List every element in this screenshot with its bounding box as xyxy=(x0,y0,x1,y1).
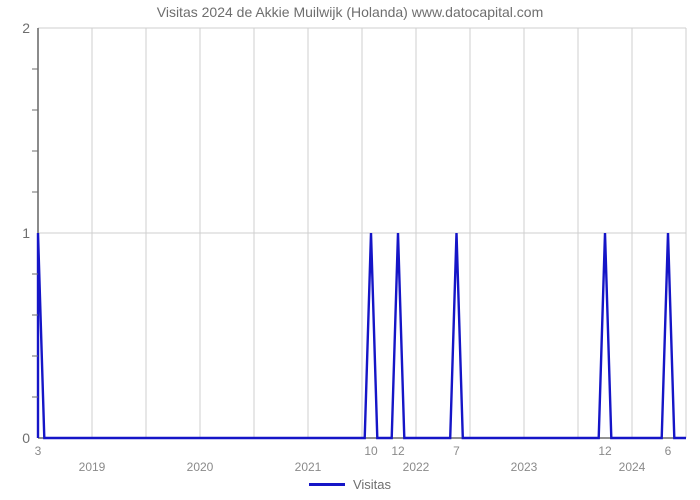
y-minor-tick xyxy=(32,356,38,357)
y-minor-tick xyxy=(32,192,38,193)
plot-area: 012201920202021202220232024310127126 xyxy=(38,28,686,438)
y-minor-tick xyxy=(32,151,38,152)
spike-value-label: 7 xyxy=(453,444,460,458)
visits-chart: Visitas 2024 de Akkie Muilwijk (Holanda)… xyxy=(0,0,700,500)
y-minor-tick xyxy=(32,110,38,111)
x-year-label: 2023 xyxy=(511,460,538,474)
legend: Visitas xyxy=(0,476,700,492)
spike-value-label: 12 xyxy=(598,444,611,458)
legend-swatch xyxy=(309,483,345,486)
y-tick-label: 1 xyxy=(22,225,30,241)
x-year-label: 2019 xyxy=(79,460,106,474)
legend-label: Visitas xyxy=(353,477,391,492)
x-year-label: 2021 xyxy=(295,460,322,474)
spike-value-label: 6 xyxy=(665,444,672,458)
x-year-label: 2020 xyxy=(187,460,214,474)
x-year-label: 2022 xyxy=(403,460,430,474)
y-minor-tick xyxy=(32,69,38,70)
spike-value-label: 3 xyxy=(35,444,42,458)
spike-value-label: 10 xyxy=(364,444,377,458)
y-minor-tick xyxy=(32,274,38,275)
plot-svg xyxy=(38,28,686,438)
x-year-label: 2024 xyxy=(619,460,646,474)
spike-value-label: 12 xyxy=(391,444,404,458)
chart-title: Visitas 2024 de Akkie Muilwijk (Holanda)… xyxy=(0,4,700,20)
y-tick-label: 0 xyxy=(22,430,30,446)
y-tick-label: 2 xyxy=(22,20,30,36)
y-minor-tick xyxy=(32,397,38,398)
y-minor-tick xyxy=(32,315,38,316)
